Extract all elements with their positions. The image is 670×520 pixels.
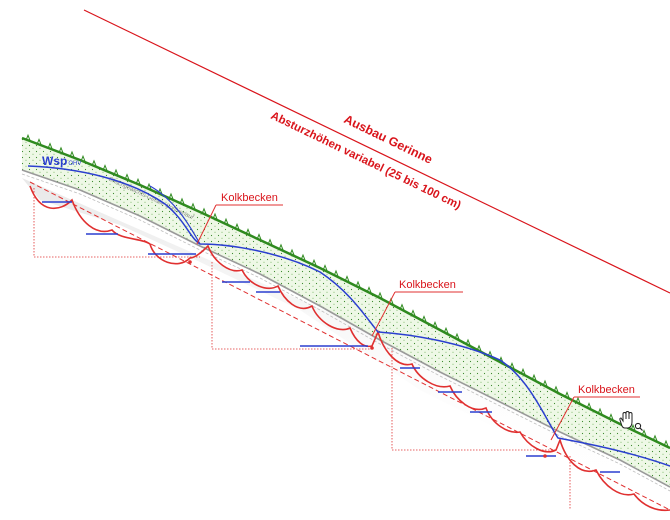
step-bed-profile	[29, 185, 670, 512]
bed-gray-line	[21, 169, 670, 488]
kolkbecken-label-3: Kolkbecken	[578, 384, 635, 396]
grass-tufts	[25, 133, 669, 447]
water-surface-curve	[27, 165, 670, 467]
kolkbecken-label-2: Kolkbecken	[399, 279, 456, 291]
reference-dotted-lines	[33, 188, 571, 510]
kolkbecken-callout-3: Kolkbecken	[550, 384, 640, 441]
wsp-label: WspOHV	[42, 154, 81, 168]
kolkbecken-callout-2: Kolkbecken	[371, 279, 463, 337]
water-surface-upper	[149, 185, 201, 245]
pool-water-lines	[42, 201, 620, 473]
sediment-shade	[22, 178, 670, 500]
boundary-line	[83, 9, 670, 294]
kolkbecken-label-1: Kolkbecken	[221, 192, 278, 204]
hand-zoom-icon[interactable]	[619, 410, 643, 431]
kolkbecken-callout-1: Kolkbecken	[196, 192, 283, 245]
grass-line	[21, 136, 670, 450]
step-markers	[188, 260, 547, 458]
